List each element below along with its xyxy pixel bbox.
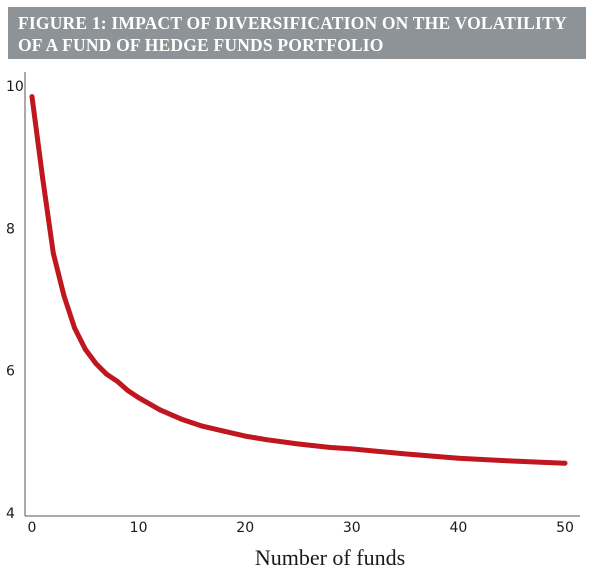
chart-axes	[24, 72, 580, 517]
data-point	[29, 94, 35, 100]
data-point	[349, 446, 355, 452]
data-point	[328, 445, 333, 450]
data-point	[200, 423, 206, 429]
data-point	[125, 388, 131, 393]
data-point	[61, 293, 67, 299]
data-point	[509, 458, 515, 464]
series-line	[29, 94, 568, 466]
data-point	[93, 361, 99, 366]
figure-title-line-1: FIGURE 1: IMPACT OF DIVERSIFICATION ON T…	[18, 13, 567, 33]
x-tick-label: 10	[130, 520, 148, 536]
y-tick-label: 4	[6, 506, 15, 522]
data-point	[178, 416, 184, 422]
data-point	[157, 407, 163, 413]
x-tick-label: 0	[28, 520, 37, 536]
data-point	[136, 395, 142, 401]
y-tick-label: 10	[6, 79, 24, 95]
x-tick-labels: 0 10 20 30 40 50	[28, 520, 574, 536]
data-point	[242, 433, 248, 439]
y-tick-label: 8	[6, 221, 15, 237]
x-tick-label: 20	[236, 520, 254, 536]
data-point	[264, 437, 269, 443]
data-point	[562, 460, 568, 466]
chart-series	[29, 94, 568, 466]
figure-title-line-2: OF A FUND OF HEDGE FUNDS PORTFOLIO	[18, 35, 384, 55]
data-point	[40, 176, 46, 181]
x-axis-title: Number of funds	[255, 545, 405, 570]
data-point	[50, 250, 56, 256]
data-point	[72, 325, 77, 331]
data-point	[296, 441, 301, 447]
x-tick-label: 50	[556, 520, 574, 536]
data-point	[104, 371, 109, 377]
data-point	[221, 428, 227, 434]
x-tick-label: 30	[343, 520, 361, 536]
y-tick-label: 6	[6, 364, 15, 380]
data-point	[456, 455, 461, 461]
data-point	[82, 346, 88, 352]
y-tick-labels: 4 6 8 10	[6, 79, 24, 522]
figure-title-banner: FIGURE 1: IMPACT OF DIVERSIFICATION ON T…	[8, 7, 586, 59]
x-tick-label: 40	[449, 520, 467, 536]
data-point	[114, 378, 120, 384]
data-point	[402, 451, 408, 457]
